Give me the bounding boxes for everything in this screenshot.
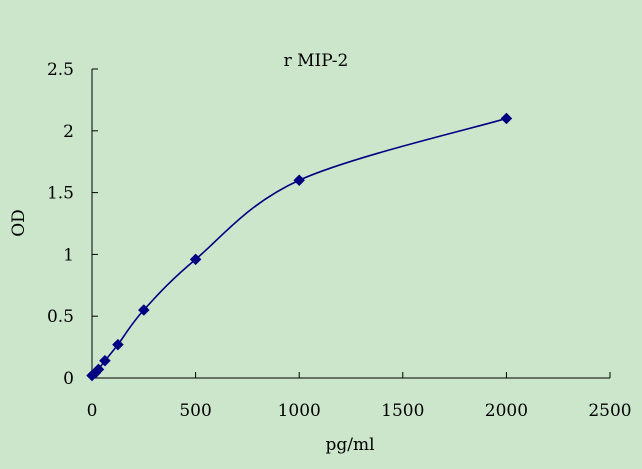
tick-marks bbox=[91, 68, 611, 379]
y-tick-label: 0 bbox=[63, 369, 74, 389]
y-tick-label: 1.5 bbox=[47, 184, 74, 204]
series-curve bbox=[91, 117, 507, 377]
y-tick-label: 1 bbox=[63, 245, 74, 265]
x-tick-label: 1500 bbox=[381, 401, 424, 421]
data-points bbox=[86, 112, 513, 382]
axes bbox=[91, 69, 610, 379]
y-tick-label: 2 bbox=[63, 122, 74, 142]
x-tick-label: 2500 bbox=[588, 401, 631, 421]
y-tick-label: 2.5 bbox=[47, 60, 74, 80]
x-tick-label: 1000 bbox=[278, 401, 321, 421]
data-point-marker bbox=[99, 354, 111, 367]
data-point-marker bbox=[500, 112, 513, 125]
chart-title: r MIP-2 bbox=[284, 51, 349, 71]
y-axis-title: OD bbox=[9, 209, 29, 237]
x-tick-label: 500 bbox=[179, 401, 211, 421]
y-tick-label: 0.5 bbox=[47, 307, 74, 327]
data-point-marker bbox=[293, 174, 306, 187]
tick-labels: 0 500 1000 1500 2000 2500 0 0.5 1 1.5 2 2.5 bbox=[47, 60, 632, 421]
series-line bbox=[91, 117, 507, 377]
x-axis-title: pg/ml bbox=[325, 435, 374, 455]
data-point-marker bbox=[189, 253, 202, 266]
x-tick-label: 0 bbox=[87, 401, 98, 421]
data-point-marker bbox=[112, 338, 124, 351]
data-point-marker bbox=[137, 304, 150, 316]
x-tick-label: 2000 bbox=[485, 401, 528, 421]
data-point-marker bbox=[92, 363, 105, 376]
